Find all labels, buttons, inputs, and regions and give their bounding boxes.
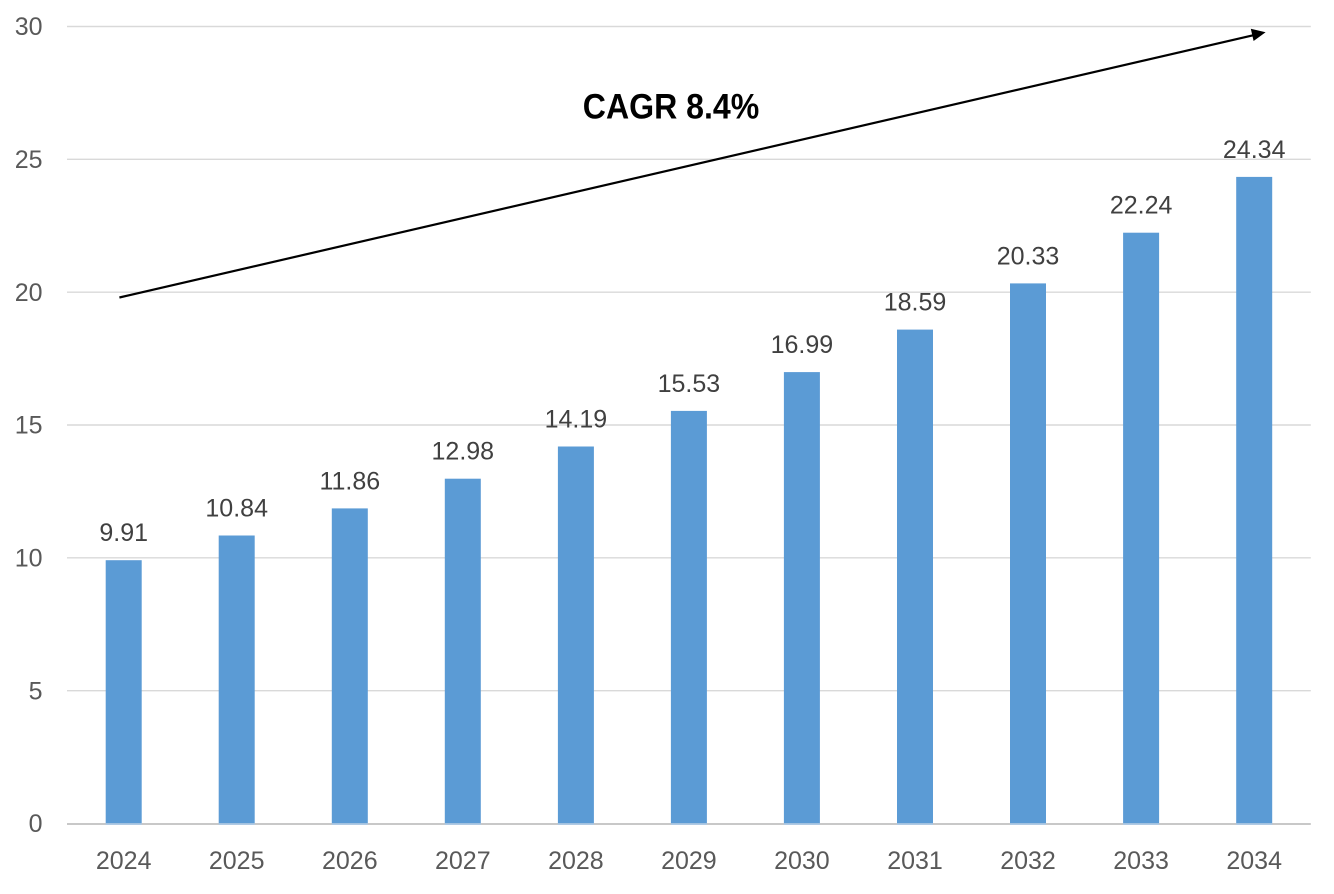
svg-text:25: 25 [15,146,43,174]
svg-text:15: 15 [15,412,43,440]
svg-text:22.24: 22.24 [1110,192,1173,220]
svg-text:20.33: 20.33 [997,242,1060,270]
svg-text:2032: 2032 [1000,847,1056,875]
svg-text:16.99: 16.99 [771,331,834,359]
svg-text:12.98: 12.98 [432,438,495,466]
svg-text:10.84: 10.84 [205,495,268,523]
svg-text:2034: 2034 [1226,847,1282,875]
svg-text:10: 10 [15,545,43,573]
svg-text:2026: 2026 [322,847,378,875]
svg-text:2030: 2030 [774,847,830,875]
svg-text:30: 30 [15,13,43,41]
svg-text:2029: 2029 [661,847,717,875]
svg-text:2024: 2024 [96,847,152,875]
svg-text:15.53: 15.53 [658,370,721,398]
svg-text:CAGR 8.4%: CAGR 8.4% [583,88,760,127]
svg-text:0: 0 [29,810,43,838]
svg-text:2028: 2028 [548,847,604,875]
svg-text:2027: 2027 [435,847,491,875]
svg-text:11.86: 11.86 [319,467,380,495]
svg-text:2025: 2025 [209,847,265,875]
svg-text:5: 5 [29,677,43,705]
svg-text:2031: 2031 [887,847,943,875]
svg-text:2033: 2033 [1113,847,1169,875]
svg-text:20: 20 [15,279,43,307]
svg-text:24.34: 24.34 [1223,136,1286,164]
svg-text:14.19: 14.19 [545,406,608,434]
svg-text:18.59: 18.59 [884,289,947,317]
svg-text:9.91: 9.91 [99,519,148,547]
